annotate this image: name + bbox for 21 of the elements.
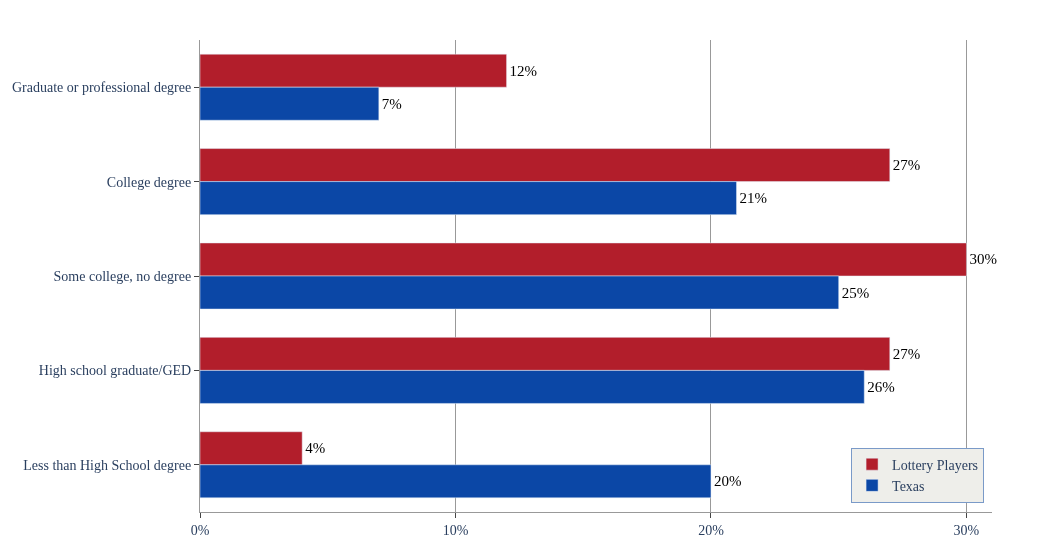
data-label: 12%	[509, 62, 538, 79]
data-label: 27%	[892, 345, 921, 362]
legend-label: Lottery Players	[892, 457, 978, 473]
data-label: 20%	[713, 473, 742, 490]
x-tick-label: 30%	[953, 522, 980, 538]
y-tick-label: Less than High School degree	[23, 457, 192, 473]
x-tick-label: 10%	[442, 522, 469, 538]
y-tick-label: College degree	[106, 174, 192, 190]
data-label: 30%	[969, 251, 997, 268]
data-label: 4%	[305, 440, 326, 457]
data-label: 27%	[892, 157, 921, 174]
data-label: 25%	[841, 284, 870, 301]
y-tick-label: Graduate or professional degree	[12, 80, 192, 96]
x-tick-label: 0%	[190, 522, 210, 538]
y-tick-label: Some college, no degree	[53, 268, 192, 284]
legend-label: Texas	[892, 478, 925, 494]
data-label: 21%	[739, 190, 768, 207]
y-tick-label: High school graduate/GED	[38, 363, 192, 379]
x-tick-label: 20%	[698, 522, 725, 538]
data-label: 26%	[867, 378, 895, 395]
data-label: 7%	[381, 95, 402, 112]
